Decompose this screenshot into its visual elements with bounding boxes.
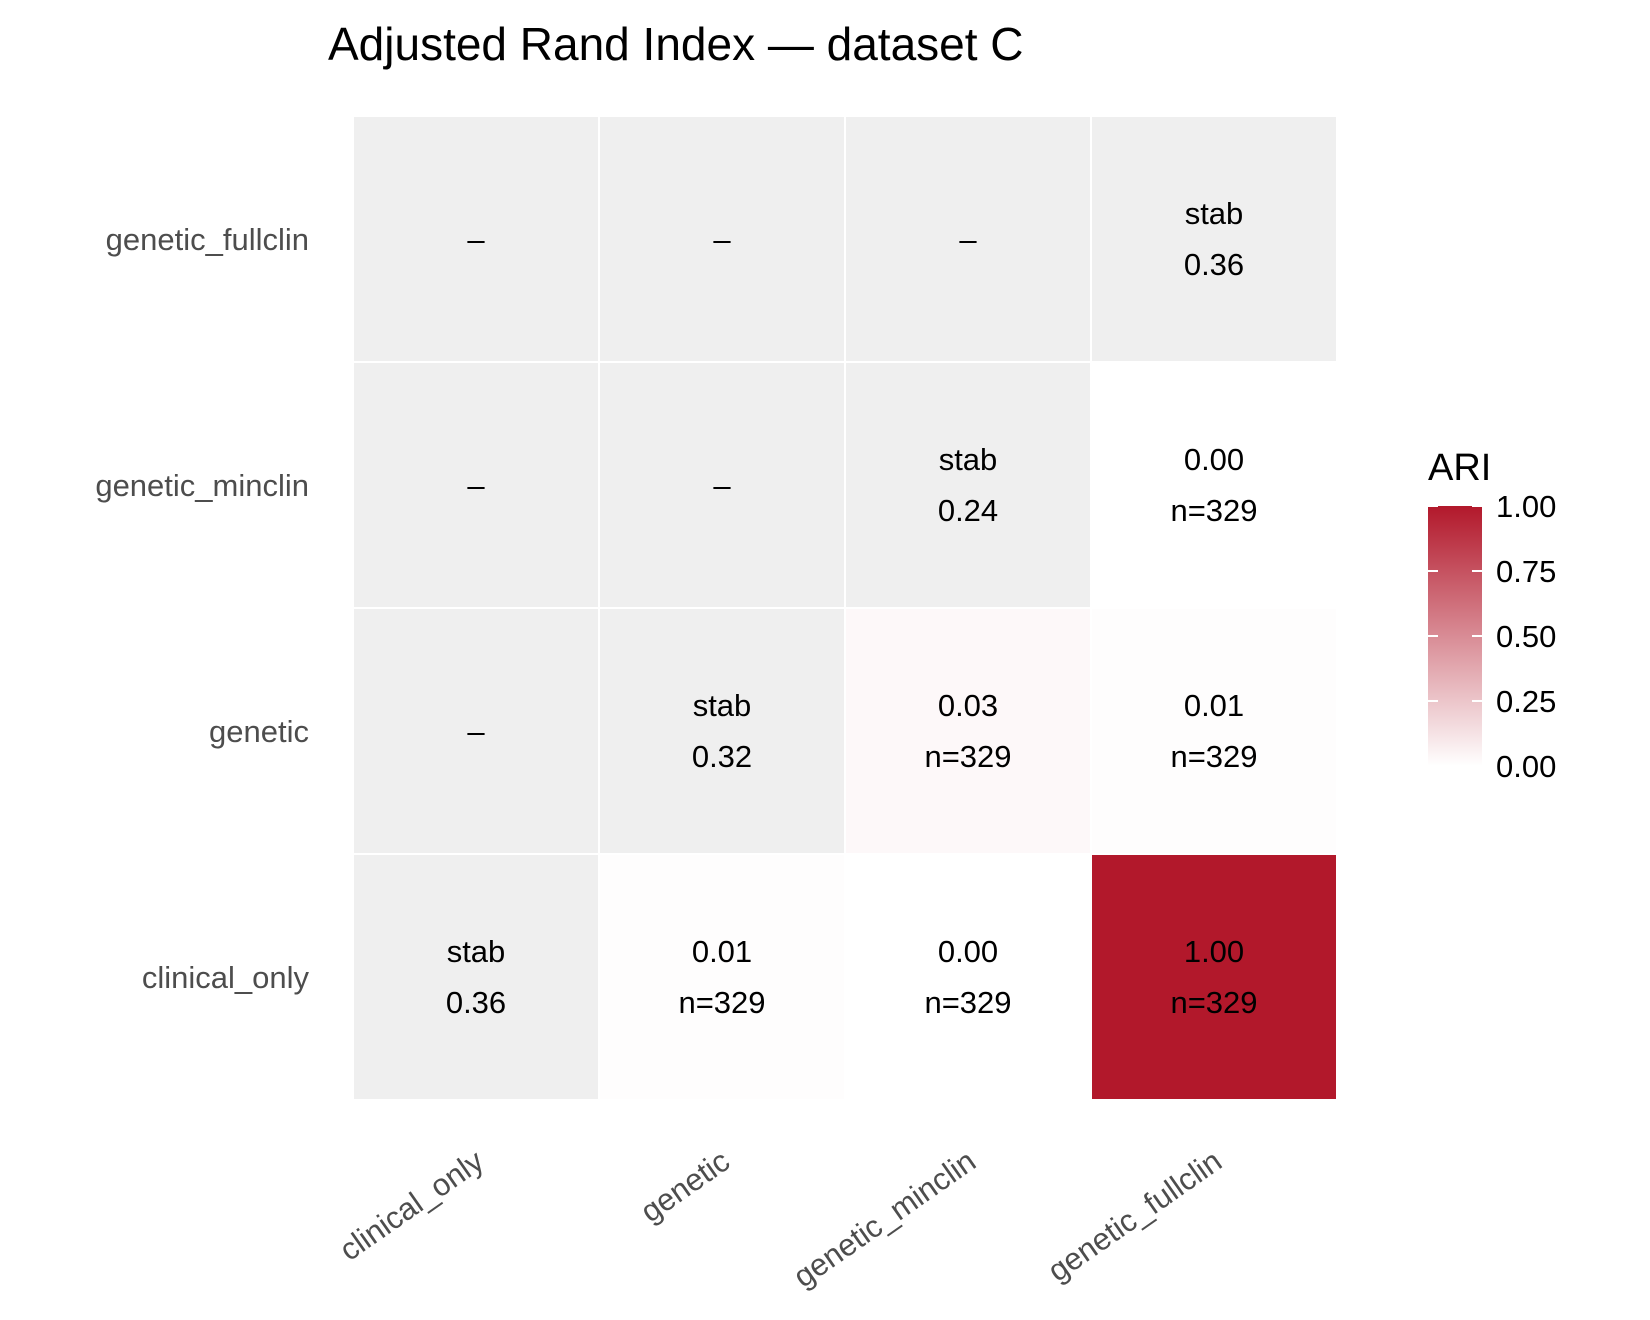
legend-tick-label: 0.00 (1496, 749, 1556, 784)
heatmap-cell: 0.01 n=329 (598, 853, 846, 1101)
cell-label-bottom: n=329 (1170, 739, 1257, 774)
x-tick-label: genetic (634, 1143, 736, 1229)
x-tick-label: genetic_minclin (787, 1143, 982, 1294)
cell-label-top: 1.00 (1184, 934, 1244, 969)
cell-label-na: – (467, 468, 485, 503)
cell-label-top: stab (693, 688, 752, 723)
cell-label-bottom: n=329 (1170, 493, 1257, 528)
heatmap-cell-rect (598, 115, 846, 363)
cell-label-top: 0.03 (938, 688, 998, 723)
heatmap-cell: – (598, 361, 846, 609)
y-axis-labels: clinical_only genetic genetic_minclin genet… (95, 222, 309, 995)
cell-label-bottom: 0.36 (1184, 247, 1244, 282)
x-tick-label: clinical_only (333, 1143, 490, 1268)
heatmap-cell-rect (844, 853, 1092, 1101)
legend-tick-label: 0.75 (1496, 554, 1556, 589)
heatmap-cell-rect (1090, 115, 1338, 363)
cell-label-na: – (713, 468, 731, 503)
heatmap-cell-rect (844, 607, 1092, 855)
cell-label-top: stab (1185, 196, 1244, 231)
heatmap-cell-rect (352, 361, 600, 609)
cell-label-bottom: n=329 (924, 985, 1011, 1020)
cell-label-bottom: 0.36 (446, 985, 506, 1020)
x-axis-labels: clinical_only genetic genetic_minclin genet… (333, 1143, 1228, 1295)
heatmap-cell: stab 0.32 (598, 607, 846, 855)
heatmap-cell-rect (352, 115, 600, 363)
heatmap-cell: stab 0.36 (352, 853, 600, 1101)
y-tick-label: genetic_minclin (95, 468, 309, 503)
heatmap-cell: – (352, 607, 600, 855)
heatmap-cell-rect (1090, 361, 1338, 609)
heatmap-cell: – (598, 115, 846, 363)
heatmap-cell: 0.00 n=329 (1090, 361, 1338, 609)
cell-label-top: stab (939, 442, 998, 477)
legend-tick-label: 0.50 (1496, 619, 1556, 654)
legend: ARI 0.00 0.25 0.50 0.75 1.00 (1428, 447, 1556, 784)
heatmap-cell: 0.03 n=329 (844, 607, 1092, 855)
heatmap-cell-rect (844, 361, 1092, 609)
y-tick-label: genetic (209, 714, 309, 749)
heatmap-cell: – (352, 115, 600, 363)
cell-label-bottom: n=329 (678, 985, 765, 1020)
legend-tick-label: 1.00 (1496, 489, 1556, 524)
y-tick-label: genetic_fullclin (106, 222, 309, 257)
cell-label-na: – (959, 222, 977, 257)
cell-label-bottom: n=329 (924, 739, 1011, 774)
cell-label-top: 0.01 (1184, 688, 1244, 723)
chart-title: Adjusted Rand Index — dataset C (328, 18, 1024, 70)
heatmap-cell: – (844, 115, 1092, 363)
heatmap-cell: stab 0.36 (1090, 115, 1338, 363)
x-tick-label: genetic_fullclin (1041, 1143, 1228, 1288)
cell-label-top: stab (447, 934, 506, 969)
cell-label-top: 0.00 (938, 934, 998, 969)
cell-label-na: – (713, 222, 731, 257)
heatmap-cell: – (352, 361, 600, 609)
heatmap-cell-rect (1090, 607, 1338, 855)
legend-tick-label: 0.25 (1496, 684, 1556, 719)
cell-label-bottom: n=329 (1170, 985, 1257, 1020)
heatmap-cell-rect (844, 115, 1092, 363)
legend-title: ARI (1428, 447, 1491, 489)
cell-label-bottom: 0.32 (692, 739, 752, 774)
cell-label-bottom: 0.24 (938, 493, 998, 528)
heatmap-cell-rect (352, 607, 600, 855)
heatmap-cell-rect (598, 853, 846, 1101)
heatmap-cell: 0.01 n=329 (1090, 607, 1338, 855)
heatmap-cell-rect (352, 853, 600, 1101)
y-tick-label: clinical_only (142, 960, 310, 995)
cell-label-na: – (467, 222, 485, 257)
heatmap-cell-rect (598, 607, 846, 855)
heatmap-cell: 1.00 n=329 (1090, 853, 1338, 1101)
heatmap-cell: 0.00 n=329 (844, 853, 1092, 1101)
heatmap-cell-rect (1090, 853, 1338, 1101)
cell-label-top: 0.01 (692, 934, 752, 969)
heatmap-cells: stab 0.36 0.01 n=329 0.00 n=329 1.00 n=329 – stab… (352, 115, 1338, 1101)
cell-label-na: – (467, 714, 485, 749)
cell-label-top: 0.00 (1184, 442, 1244, 477)
heatmap-cell: stab 0.24 (844, 361, 1092, 609)
